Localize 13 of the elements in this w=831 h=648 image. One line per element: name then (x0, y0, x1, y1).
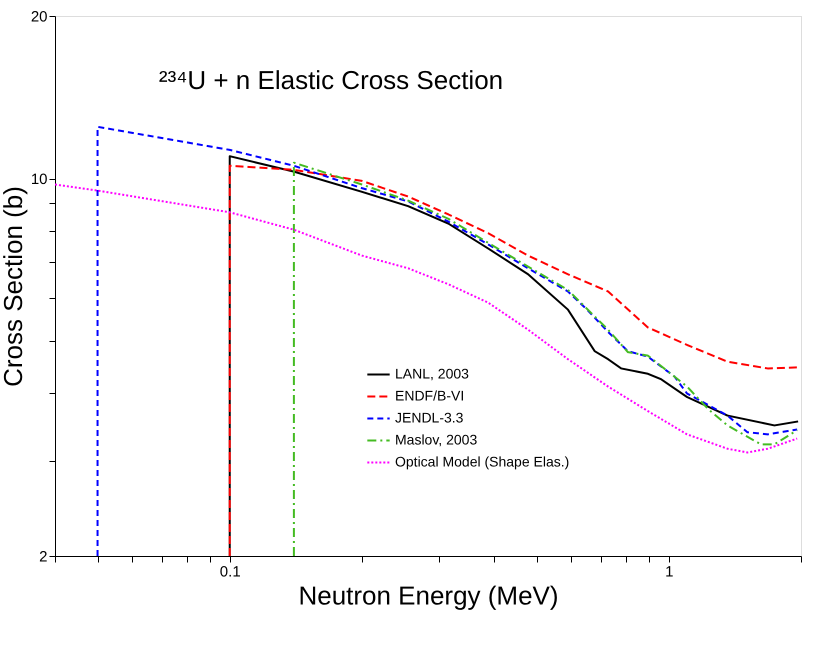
x-axis-title: Neutron Energy (MeV) (298, 580, 559, 610)
text: ²³⁴U + n Elastic Cross Section (158, 65, 504, 95)
y-tick-label: 20 (30, 8, 48, 26)
x-tick-label: 1 (665, 564, 674, 580)
legend-label: LANL, 2003 (395, 366, 470, 382)
legend-label: Optical Model (Shape Elas.) (395, 454, 570, 470)
legend-label: Maslov, 2003 (395, 432, 478, 448)
legend-label: JENDL-3.3 (395, 410, 464, 426)
y-tick-label: 2 (39, 548, 48, 566)
y-axis-title: Cross Section (b) (0, 186, 28, 387)
x-tick-label: 0.1 (220, 564, 241, 580)
y-tick-label: 10 (30, 171, 48, 188)
legend-label: ENDF/B-VI (395, 388, 464, 404)
